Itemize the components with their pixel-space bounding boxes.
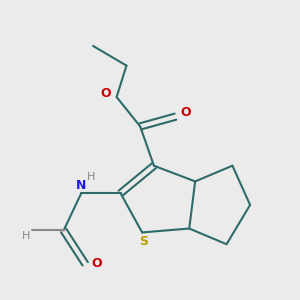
Text: S: S — [140, 235, 148, 248]
Text: O: O — [180, 106, 190, 119]
Text: N: N — [76, 179, 86, 192]
Text: H: H — [22, 231, 31, 242]
Text: H: H — [87, 172, 95, 182]
Text: O: O — [92, 257, 102, 270]
Text: O: O — [100, 87, 111, 100]
